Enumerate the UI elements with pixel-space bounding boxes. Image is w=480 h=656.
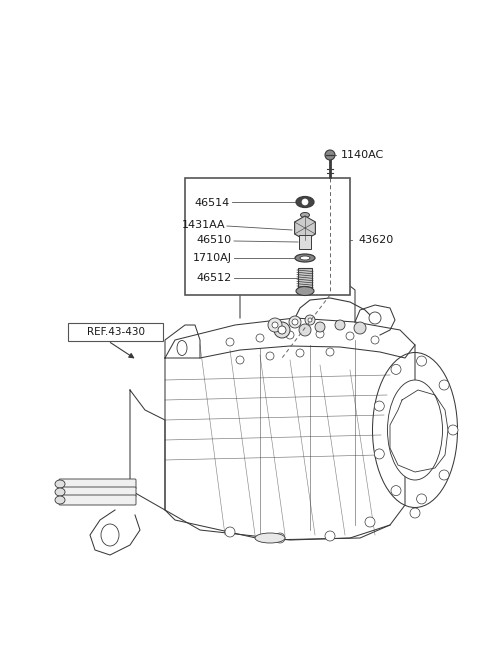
Circle shape [371, 336, 379, 344]
Circle shape [374, 449, 384, 459]
Circle shape [346, 332, 354, 340]
Circle shape [289, 316, 301, 328]
Circle shape [417, 356, 427, 366]
Text: 1431AA: 1431AA [181, 220, 225, 230]
Text: 46510: 46510 [197, 235, 232, 245]
Circle shape [417, 494, 427, 504]
Ellipse shape [55, 480, 65, 488]
Circle shape [335, 320, 345, 330]
FancyBboxPatch shape [59, 487, 136, 497]
Circle shape [299, 324, 311, 336]
Ellipse shape [177, 340, 187, 356]
Circle shape [325, 150, 335, 160]
Circle shape [274, 322, 290, 338]
Circle shape [374, 401, 384, 411]
Text: REF.43-430: REF.43-430 [86, 327, 144, 337]
Circle shape [266, 352, 274, 360]
Ellipse shape [300, 256, 310, 260]
Ellipse shape [372, 352, 457, 508]
Text: 46514: 46514 [195, 198, 230, 208]
Circle shape [305, 315, 315, 325]
Polygon shape [295, 216, 315, 240]
Circle shape [268, 318, 282, 332]
Circle shape [296, 349, 304, 357]
Circle shape [410, 508, 420, 518]
Circle shape [365, 517, 375, 527]
Circle shape [256, 334, 264, 342]
Circle shape [354, 322, 366, 334]
Ellipse shape [295, 254, 315, 262]
Circle shape [308, 318, 312, 322]
Circle shape [292, 319, 298, 325]
Circle shape [391, 485, 401, 496]
Ellipse shape [300, 213, 310, 218]
Circle shape [225, 527, 235, 537]
Bar [299, 235, 311, 249]
Ellipse shape [101, 524, 119, 546]
Ellipse shape [369, 312, 381, 324]
Circle shape [391, 364, 401, 375]
Circle shape [325, 531, 335, 541]
Circle shape [315, 322, 325, 332]
FancyBboxPatch shape [59, 479, 136, 489]
Ellipse shape [55, 496, 65, 504]
Bar [298, 268, 312, 288]
Circle shape [236, 356, 244, 364]
Circle shape [226, 338, 234, 346]
Circle shape [448, 425, 458, 435]
Ellipse shape [387, 380, 443, 480]
Circle shape [302, 199, 308, 205]
Circle shape [316, 330, 324, 338]
Bar [68, 323, 163, 341]
Bar [185, 178, 350, 295]
Circle shape [286, 331, 294, 339]
Circle shape [272, 322, 278, 328]
Text: 46512: 46512 [197, 273, 232, 283]
Circle shape [278, 326, 286, 334]
Circle shape [326, 348, 334, 356]
Text: 1140AC: 1140AC [341, 150, 384, 160]
Circle shape [439, 470, 449, 480]
Ellipse shape [296, 287, 314, 295]
Circle shape [275, 533, 285, 543]
Ellipse shape [255, 533, 285, 543]
FancyBboxPatch shape [59, 495, 136, 505]
Circle shape [439, 380, 449, 390]
Ellipse shape [296, 197, 314, 207]
Ellipse shape [55, 488, 65, 496]
Text: 43620: 43620 [358, 235, 393, 245]
Text: 1710AJ: 1710AJ [193, 253, 232, 263]
